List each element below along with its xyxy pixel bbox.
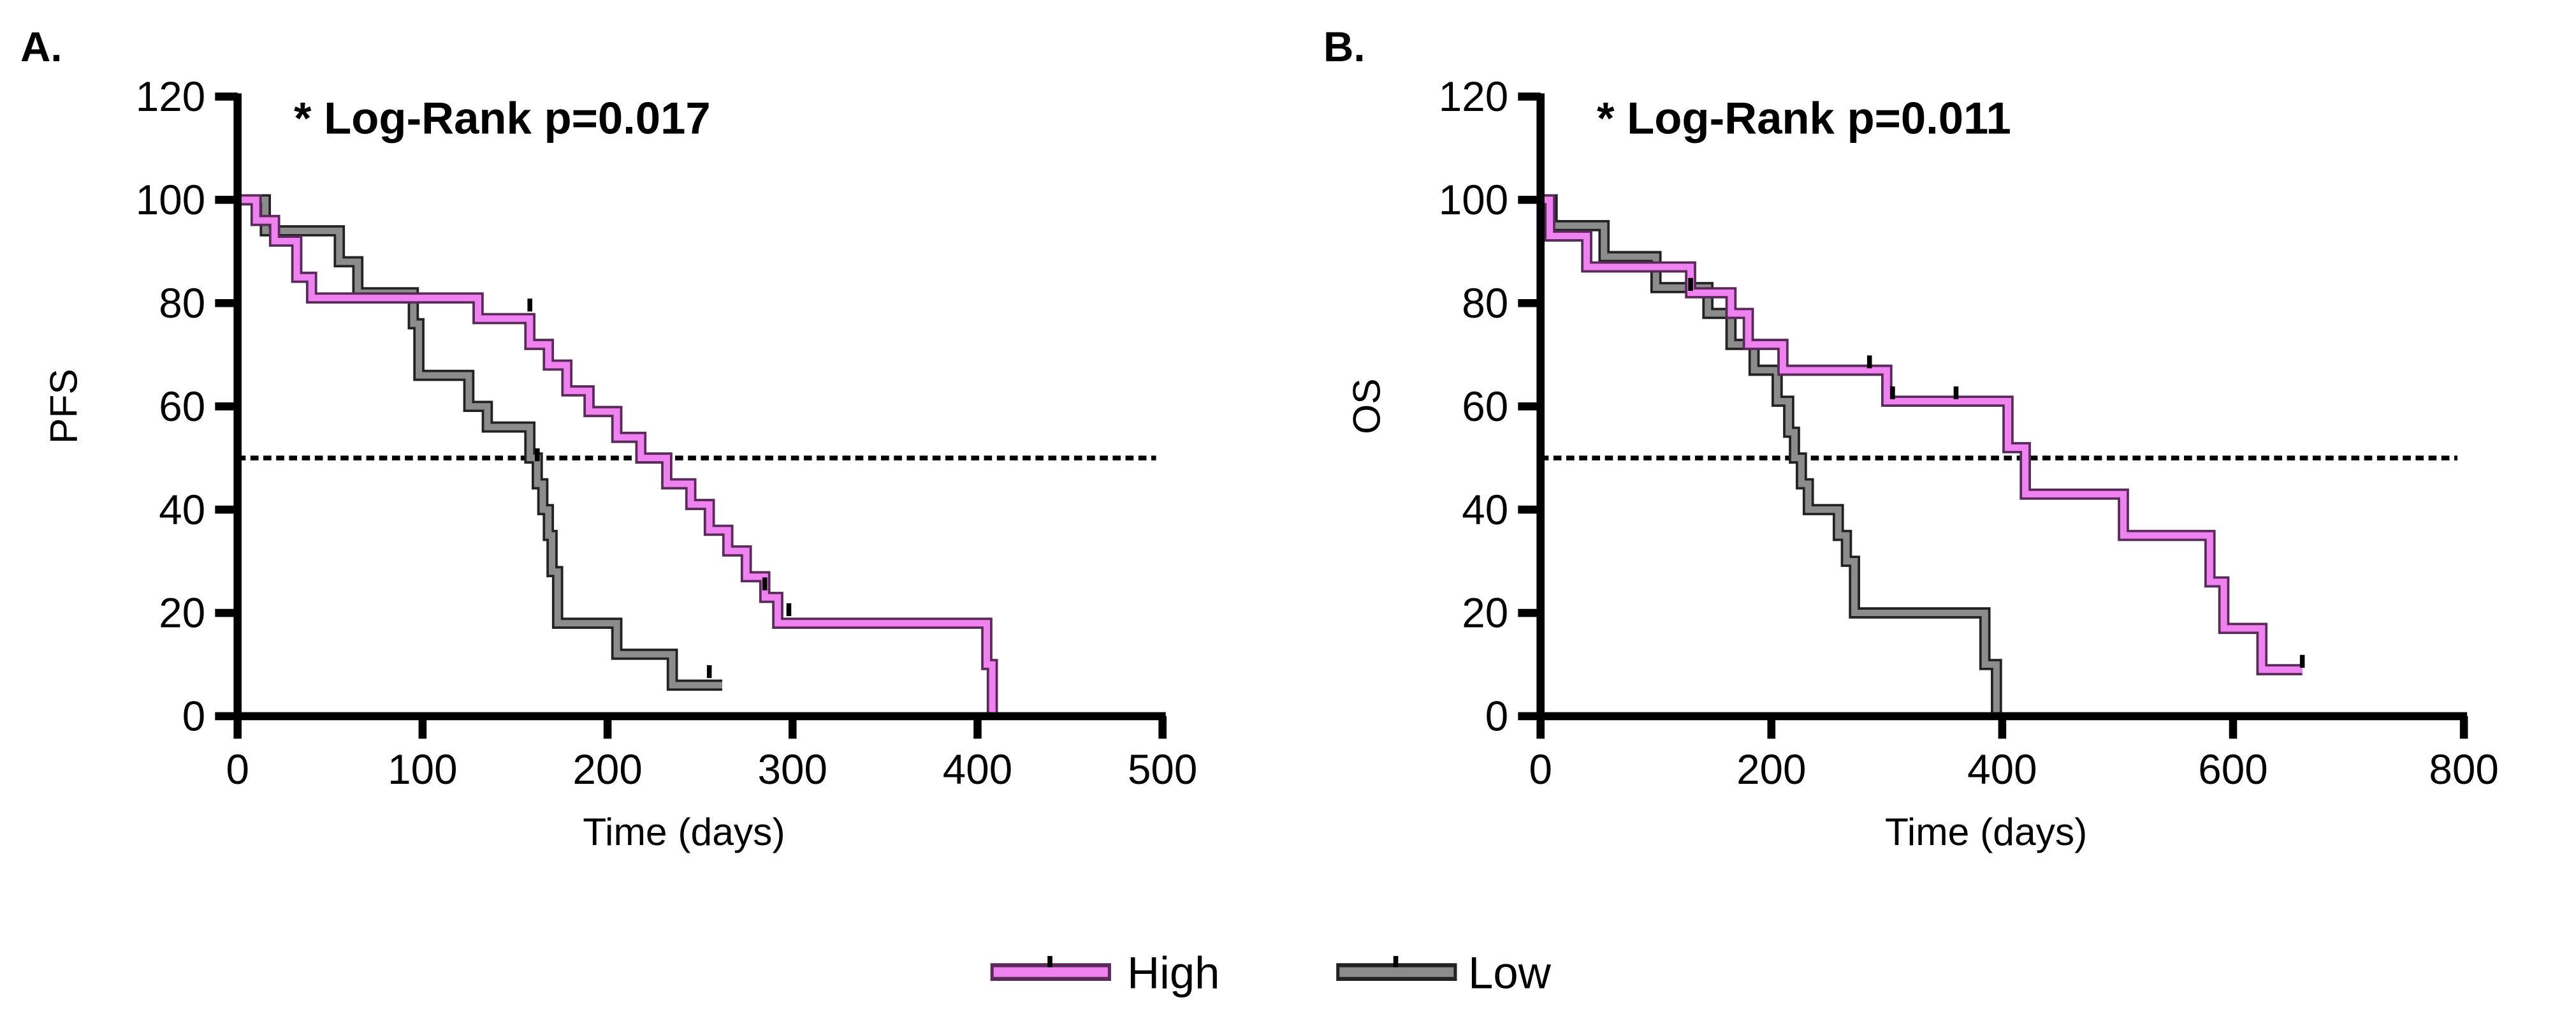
x-tick-label: 400 <box>1967 746 2037 793</box>
x-tick-label: 800 <box>2429 746 2498 793</box>
x-tick-label: 0 <box>1529 746 1552 793</box>
survival-curve-high-outline <box>1540 194 2303 675</box>
legend: High Low <box>990 947 1552 997</box>
y-tick-label: 100 <box>1439 177 1508 223</box>
x-tick-label: 200 <box>572 746 642 793</box>
x-tick-label: 300 <box>758 746 827 793</box>
survival-curve-high <box>1540 196 2303 673</box>
panel-a: 0 20 40 60 80 100 120 0 100 200 300 400 500 Time (day… <box>20 24 1197 853</box>
x-tick-label: 500 <box>1128 746 1197 793</box>
y-axis-label: PFS <box>41 369 85 444</box>
x-tick-label: 400 <box>943 746 1012 793</box>
y-tick-label: 40 <box>159 487 205 533</box>
x-axis-label: Time (days) <box>1885 810 2087 853</box>
legend-label-low: Low <box>1468 947 1552 997</box>
legend-item-high: High <box>990 947 1219 997</box>
x-tick-label: 200 <box>1736 746 1806 793</box>
y-tick-label: 80 <box>159 280 205 327</box>
y-tick-label: 0 <box>1485 693 1508 740</box>
x-tick-label: 600 <box>2198 746 2267 793</box>
y-tick-label: 60 <box>159 383 205 430</box>
y-axis-label: OS <box>1344 378 1388 434</box>
panel-label: A. <box>20 24 62 70</box>
log-rank-annotation: * Log-Rank p=0.011 <box>1597 92 2011 143</box>
y-tick-label: 60 <box>1462 383 1508 430</box>
y-tick-label: 120 <box>1439 73 1508 120</box>
panel-b: 0 20 40 60 80 100 120 0 200 400 600 800 Time (days) O… <box>1323 24 2499 853</box>
survival-curve-low <box>237 196 723 689</box>
y-tick-label: 20 <box>1462 590 1508 636</box>
y-tick-label: 120 <box>136 73 205 120</box>
log-rank-annotation: * Log-Rank p=0.017 <box>294 92 711 143</box>
panel-label: B. <box>1323 24 1365 70</box>
legend-item-low: Low <box>1336 947 1552 997</box>
x-axis-label: Time (days) <box>583 810 785 853</box>
y-tick-label: 20 <box>159 590 205 636</box>
y-tick-label: 80 <box>1462 280 1508 327</box>
y-tick-label: 40 <box>1462 487 1508 533</box>
legend-label-high: High <box>1127 947 1219 997</box>
y-tick-label: 0 <box>182 693 205 740</box>
y-tick-label: 100 <box>136 177 205 223</box>
x-tick-label: 100 <box>388 746 457 793</box>
x-tick-label: 0 <box>226 746 249 793</box>
